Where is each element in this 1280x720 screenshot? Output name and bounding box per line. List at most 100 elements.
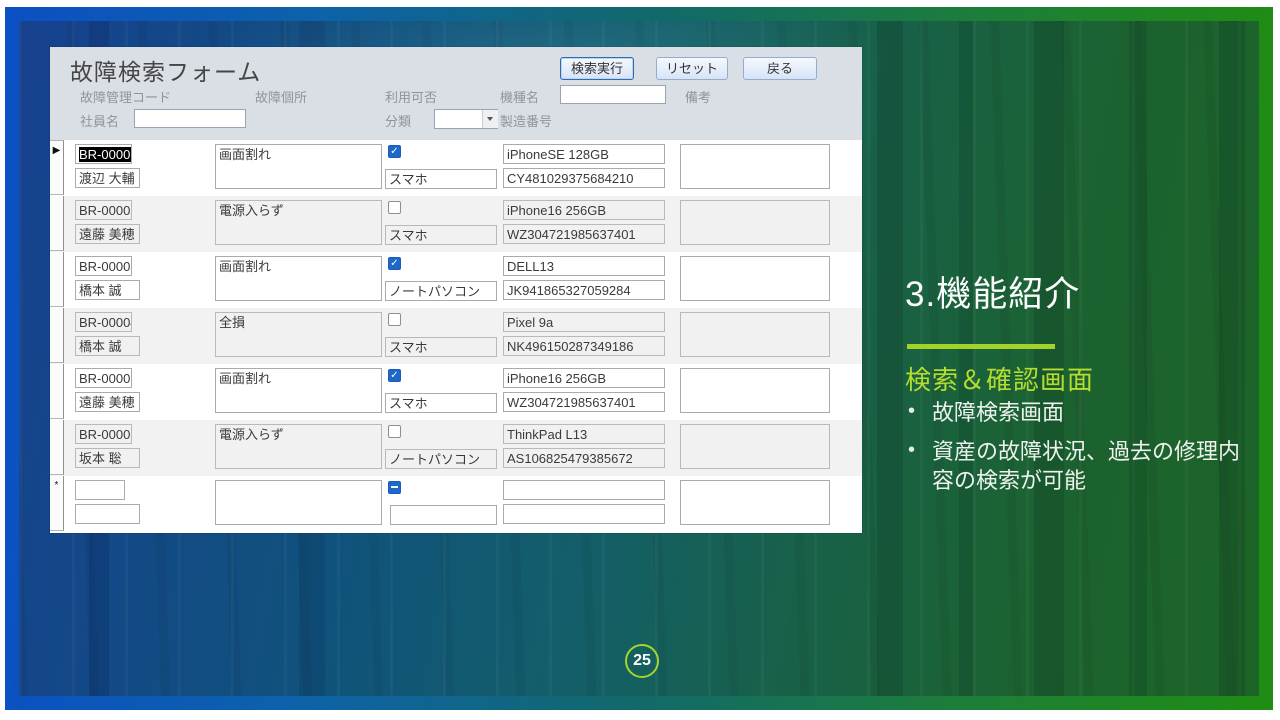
code-field[interactable]: BR-00002 xyxy=(75,200,132,220)
page-number: 25 xyxy=(633,652,651,669)
bullet-item: 資産の故障状況、過去の修理内容の検索が可能 xyxy=(905,437,1257,495)
page-number-badge: 25 xyxy=(625,644,659,678)
serial-field[interactable]: WZ304721985637401 xyxy=(503,224,665,244)
category-field[interactable]: スマホ xyxy=(385,337,497,357)
record-row: BR-00004 橋本 誠 全損 スマホ Pixel 9a NK49615028… xyxy=(50,308,862,364)
model-field[interactable]: iPhone16 256GB xyxy=(503,368,665,388)
label-category: 分類 xyxy=(385,114,412,129)
serial-field[interactable]: CY481029375684210 xyxy=(503,168,665,188)
label-remarks: 備考 xyxy=(685,90,712,105)
category-field[interactable]: スマホ xyxy=(385,393,497,413)
failure-search-form: 故障検索フォーム 検索実行 リセット 戻る 故障管理コード 故障個所 利用可否 … xyxy=(50,47,862,533)
code-field[interactable]: BR-00006 xyxy=(75,424,132,444)
label-failure-location: 故障個所 xyxy=(255,90,308,105)
remarks-field[interactable] xyxy=(680,200,830,245)
location-field[interactable]: 画面割れ xyxy=(215,368,382,413)
code-field[interactable]: BR-00003 xyxy=(75,256,132,276)
code-field[interactable]: BR-00004 xyxy=(75,312,132,332)
category-field[interactable] xyxy=(390,505,497,525)
record-row: BR-00002 遠藤 美穂 電源入らず スマホ iPhone16 256GB … xyxy=(50,196,862,252)
serial-field[interactable]: NK496150287349186 xyxy=(503,336,665,356)
model-field[interactable]: iPhone16 256GB xyxy=(503,200,665,220)
label-failure-code: 故障管理コード xyxy=(80,90,172,105)
availability-checkbox[interactable] xyxy=(388,369,401,382)
code-field[interactable] xyxy=(75,480,125,500)
category-dropdown-button[interactable] xyxy=(482,110,498,128)
availability-checkbox[interactable] xyxy=(388,425,401,438)
model-field[interactable]: iPhoneSE 128GB xyxy=(503,144,665,164)
location-field[interactable]: 画面割れ xyxy=(215,256,382,301)
label-availability: 利用可否 xyxy=(385,90,438,105)
employee-field[interactable]: 坂本 聡 xyxy=(75,448,140,468)
category-field[interactable]: スマホ xyxy=(385,169,497,189)
slide-title: 3.機能紹介 xyxy=(905,275,1081,314)
record-selector[interactable] xyxy=(50,364,64,419)
employee-field[interactable]: 渡辺 大輔 xyxy=(75,168,140,188)
current-record-arrow-icon: ▶ xyxy=(52,145,61,156)
serial-field[interactable]: AS106825479385672 xyxy=(503,448,665,468)
category-field[interactable]: ノートパソコン xyxy=(385,281,497,301)
form-title: 故障検索フォーム xyxy=(70,59,262,85)
remarks-field[interactable] xyxy=(680,312,830,357)
serial-field[interactable]: WZ304721985637401 xyxy=(503,392,665,412)
location-field[interactable]: 画面割れ xyxy=(215,144,382,189)
bullet-item: 故障検索画面 xyxy=(905,398,1257,427)
location-field[interactable]: 全損 xyxy=(215,312,382,357)
bullet-list: 故障検索画面 資産の故障状況、過去の修理内容の検索が可能 xyxy=(905,398,1257,505)
selected-text: BR-00001 xyxy=(79,147,131,162)
slide-subtitle: 検索＆確認画面 xyxy=(905,365,1095,395)
record-row: ▶ BR-00001 渡辺 大輔 画面割れ スマホ iPhoneSE 128GB… xyxy=(50,140,862,196)
location-field[interactable] xyxy=(215,480,382,525)
employee-field[interactable]: 橋本 誠 xyxy=(75,336,140,356)
availability-checkbox[interactable] xyxy=(388,257,401,270)
category-field[interactable]: スマホ xyxy=(385,225,497,245)
label-model: 機種名 xyxy=(500,90,540,105)
record-selector[interactable] xyxy=(50,308,64,363)
back-button[interactable]: 戻る xyxy=(743,57,817,80)
model-field[interactable]: ThinkPad L13 xyxy=(503,424,665,444)
record-row: BR-00005 遠藤 美穂 画面割れ スマホ iPhone16 256GB W… xyxy=(50,364,862,420)
employee-field[interactable]: 遠藤 美穂 xyxy=(75,392,140,412)
new-record-row: * xyxy=(50,476,862,532)
title-underline xyxy=(907,344,1055,349)
location-field[interactable]: 電源入らず xyxy=(215,424,382,469)
employee-field[interactable] xyxy=(75,504,140,524)
record-selector[interactable] xyxy=(50,420,64,475)
label-employee: 社員名 xyxy=(80,114,120,129)
serial-field[interactable] xyxy=(503,504,665,524)
serial-field[interactable]: JK941865327059284 xyxy=(503,280,665,300)
chevron-down-icon xyxy=(487,117,493,121)
background-tree-trunk xyxy=(1034,21,1064,696)
reset-button[interactable]: リセット xyxy=(656,57,728,80)
remarks-field[interactable] xyxy=(680,144,830,189)
remarks-field[interactable] xyxy=(680,368,830,413)
search-execute-button[interactable]: 検索実行 xyxy=(560,57,634,80)
remarks-field[interactable] xyxy=(680,256,830,301)
background-tree-trunk xyxy=(877,21,903,696)
remarks-field[interactable] xyxy=(680,424,830,469)
category-field[interactable]: ノートパソコン xyxy=(385,449,497,469)
availability-checkbox[interactable] xyxy=(388,201,401,214)
model-field[interactable] xyxy=(503,480,665,500)
label-serial: 製造番号 xyxy=(500,114,553,129)
model-search-input[interactable] xyxy=(560,85,666,104)
code-field[interactable]: BR-00005 xyxy=(75,368,132,388)
availability-checkbox[interactable] xyxy=(388,313,401,326)
employee-field[interactable]: 橋本 誠 xyxy=(75,280,140,300)
location-field[interactable]: 電源入らず xyxy=(215,200,382,245)
record-selector[interactable] xyxy=(50,252,64,307)
remarks-field[interactable] xyxy=(680,480,830,525)
current-record-selector[interactable]: ▶ xyxy=(50,140,64,195)
availability-checkbox[interactable] xyxy=(388,145,401,158)
employee-field[interactable]: 遠藤 美穂 xyxy=(75,224,140,244)
availability-checkbox[interactable] xyxy=(388,481,401,494)
new-record-asterisk-icon: * xyxy=(54,480,59,491)
record-selector[interactable] xyxy=(50,196,64,251)
new-record-selector[interactable]: * xyxy=(50,476,64,531)
model-field[interactable]: DELL13 xyxy=(503,256,665,276)
code-field[interactable]: BR-00001 xyxy=(75,144,132,164)
background-tree-trunk xyxy=(1219,21,1245,696)
record-row: BR-00006 坂本 聡 電源入らず ノートパソコン ThinkPad L13… xyxy=(50,420,862,476)
model-field[interactable]: Pixel 9a xyxy=(503,312,665,332)
employee-search-input[interactable] xyxy=(134,109,246,128)
